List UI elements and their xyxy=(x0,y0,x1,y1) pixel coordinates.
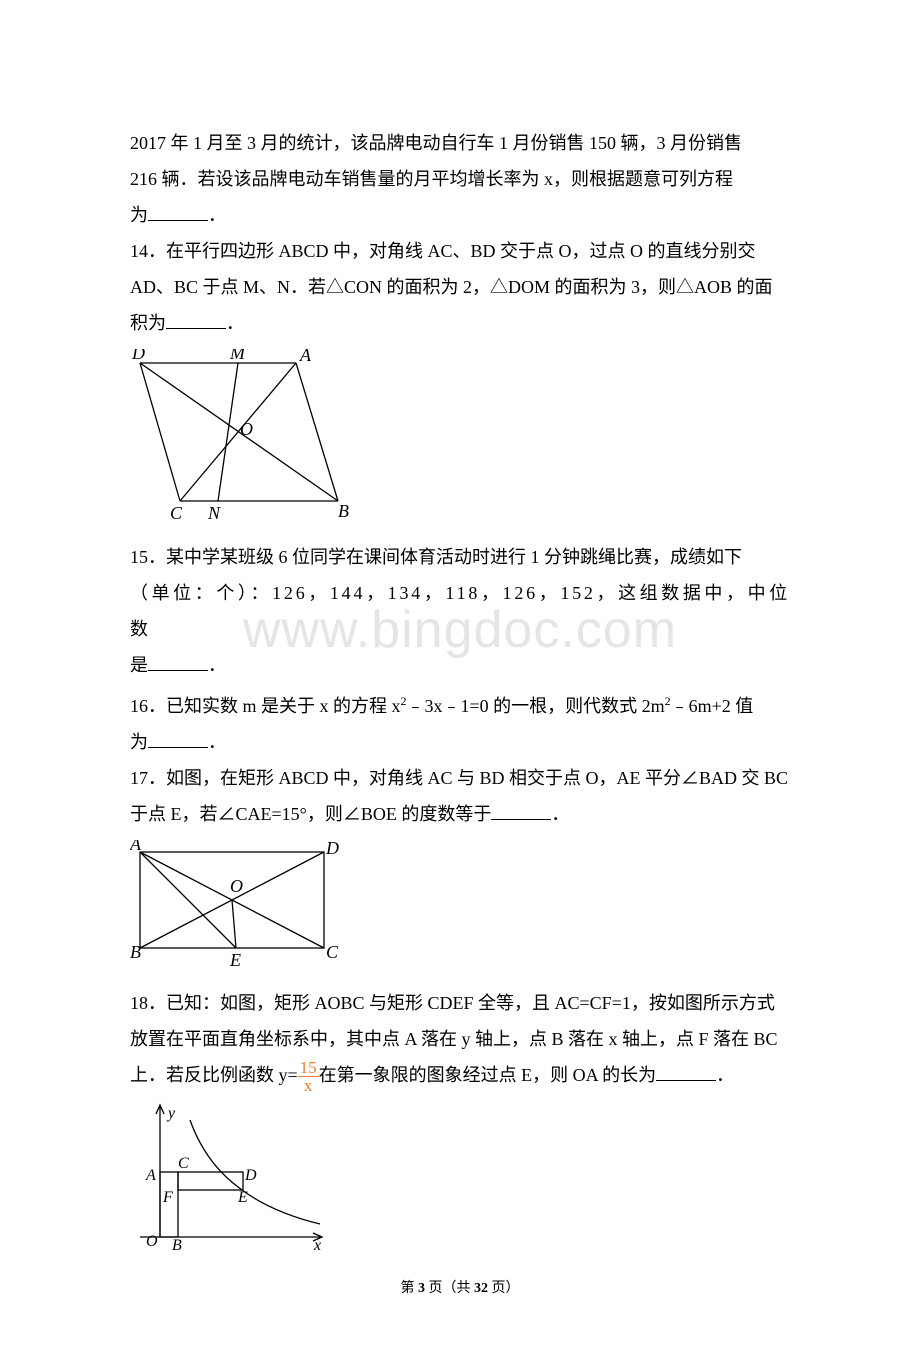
svg-text:C: C xyxy=(178,1155,189,1172)
q18-part2: 在第一象限的图象经过点 E，则 OA 的长为 xyxy=(319,1065,657,1085)
svg-text:D: D xyxy=(244,1167,257,1184)
q13-blank xyxy=(148,202,208,221)
svg-text:D: D xyxy=(131,349,145,363)
q14-prefix: 积为 xyxy=(130,313,166,333)
svg-text:O: O xyxy=(240,419,253,439)
q16-part1: 16．已知实数 m 是关于 x 的方程 x xyxy=(130,696,401,716)
frac-den: x xyxy=(298,1077,319,1094)
q18-fraction: 15x xyxy=(298,1059,319,1094)
svg-text:E: E xyxy=(229,950,241,970)
q17-period: ． xyxy=(551,804,569,824)
q17-line1: 17．如图，在矩形 ABCD 中，对角线 AC 与 BD 相交于点 O，AE 平… xyxy=(130,760,790,796)
footer-page-current: 3 xyxy=(418,1281,425,1296)
q16-line2: 为． xyxy=(130,724,790,760)
svg-text:A: A xyxy=(145,1167,156,1184)
fig-q17: A D B C O E xyxy=(130,840,790,975)
q15-line2: （单位：个）：126，144，134，118，126，152，这组数据中，中位数 xyxy=(130,575,790,647)
q15-prefix: 是 xyxy=(130,655,148,675)
q14-blank xyxy=(166,310,226,329)
q17-part1: 于点 E，若∠CAE=15°，则∠BOE 的度数等于 xyxy=(130,804,491,824)
svg-text:F: F xyxy=(162,1189,173,1206)
fig-q18: y x A C D F E O B xyxy=(130,1102,790,1257)
frac-num: 15 xyxy=(298,1059,319,1077)
svg-text:B: B xyxy=(172,1237,182,1252)
svg-text:C: C xyxy=(170,503,183,523)
svg-text:A: A xyxy=(130,840,142,854)
q14-period: ． xyxy=(226,313,244,333)
footer-e: 页） xyxy=(488,1281,520,1296)
q14-line3: 积为 ． xyxy=(130,305,790,341)
svg-text:C: C xyxy=(326,942,339,962)
q17-line2: 于点 E，若∠CAE=15°，则∠BOE 的度数等于 ． xyxy=(130,796,790,832)
q13-line1: 2017 年 1 月至 3 月的统计，该品牌电动自行车 1 月份销售 150 辆… xyxy=(130,125,790,161)
q14-line2: AD、BC 于点 M、N．若△CON 的面积为 2，△DOM 的面积为 3，则△… xyxy=(130,269,790,305)
svg-text:M: M xyxy=(229,349,246,363)
q13-prefix: 为 xyxy=(130,205,148,225)
svg-text:A: A xyxy=(299,349,312,365)
q18-period: ． xyxy=(716,1065,734,1085)
q13-line3: 为． xyxy=(130,197,790,233)
q16-prefix: 为 xyxy=(130,732,148,752)
svg-text:N: N xyxy=(207,503,221,523)
page-footer: 第 3 页（共 32 页） xyxy=(130,1277,790,1297)
q18-line1: 18．已知：如图，矩形 AOBC 与矩形 CDEF 全等，且 AC=CF=1，按… xyxy=(130,985,790,1021)
svg-text:D: D xyxy=(325,840,339,858)
q16-line1: 16．已知实数 m 是关于 x 的方程 x2﹣3x﹣1=0 的一根，则代数式 2… xyxy=(130,683,790,724)
q18-line3: 上．若反比例函数 y=15x在第一象限的图象经过点 E，则 OA 的长为 ． xyxy=(130,1057,790,1094)
q15-blank xyxy=(148,652,208,671)
q15-line1: 15．某中学某班级 6 位同学在课间体育活动时进行 1 分钟跳绳比赛，成绩如下 xyxy=(130,539,790,575)
q16-part2: ﹣3x﹣1=0 的一根，则代数式 2m xyxy=(407,696,665,716)
q14-line1: 14．在平行四边形 ABCD 中，对角线 AC、BD 交于点 O，过点 O 的直… xyxy=(130,233,790,269)
svg-text:B: B xyxy=(338,501,349,521)
footer-c: 页（共 xyxy=(425,1281,474,1296)
q16-blank xyxy=(148,729,208,748)
q16-period: ． xyxy=(208,732,226,752)
footer-page-total: 32 xyxy=(474,1281,488,1296)
svg-text:O: O xyxy=(146,1233,158,1250)
q18-line2: 放置在平面直角坐标系中，其中点 A 落在 y 轴上，点 B 落在 x 轴上，点 … xyxy=(130,1021,790,1057)
q15-line3: 是． xyxy=(130,647,790,683)
svg-text:y: y xyxy=(166,1105,176,1122)
q13-line2: 216 辆．若设该品牌电动车销售量的月平均增长率为 x，则根据题意可列方程 xyxy=(130,161,790,197)
svg-text:O: O xyxy=(230,876,243,896)
svg-text:x: x xyxy=(313,1237,321,1252)
svg-text:B: B xyxy=(130,942,141,962)
q18-blank xyxy=(656,1062,716,1081)
fig-q14: D M A O C N B xyxy=(130,349,790,529)
footer-a: 第 xyxy=(401,1281,419,1296)
q17-blank xyxy=(491,801,551,820)
q18-part1: 上．若反比例函数 y= xyxy=(130,1065,298,1085)
svg-text:E: E xyxy=(237,1189,248,1206)
q15-period: ． xyxy=(208,655,226,675)
q16-part3: ﹣6m+2 值 xyxy=(671,696,754,716)
q13-period: ． xyxy=(208,205,226,225)
